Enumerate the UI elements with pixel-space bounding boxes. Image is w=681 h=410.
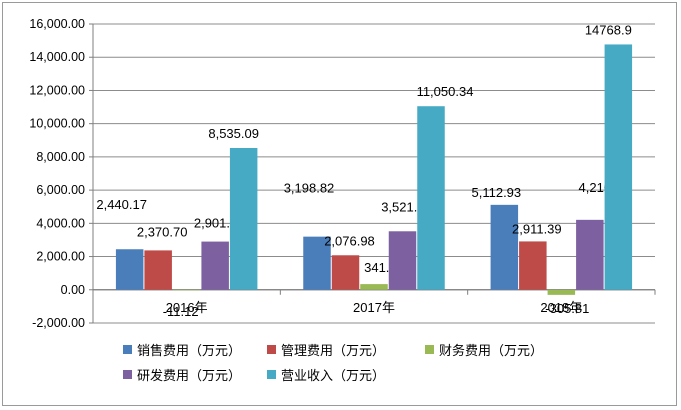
data-label: 2,911.39 [512, 221, 562, 236]
bar-1-2 [303, 236, 331, 290]
legend-swatch-1 [123, 345, 132, 354]
legend-label-4: 研发费用（万元） [137, 368, 241, 383]
data-label: 8,535.09 [208, 126, 259, 141]
data-label: 2,076.98 [324, 233, 375, 248]
data-label: 2,370.70 [137, 224, 188, 239]
y-tick-label: 0.00 [61, 283, 85, 297]
y-tick-label: 10,000.00 [29, 117, 85, 131]
data-label: -11.12 [163, 304, 199, 319]
data-label: 5,112.93 [472, 185, 522, 200]
bar-2-2 [331, 255, 360, 290]
bar-1-1 [115, 249, 144, 290]
bar-2-1 [144, 250, 172, 290]
bar-1-3 [490, 204, 519, 290]
y-tick-label: 4,000.00 [36, 216, 85, 230]
data-label: 2,440.17 [96, 197, 147, 212]
bar-5-1 [229, 148, 258, 290]
data-label: 3,198.82 [284, 181, 335, 196]
data-label: -305.81 [545, 301, 589, 316]
chart-frame [2, 2, 677, 406]
bar-3-1 [172, 289, 201, 291]
bar-4-1 [201, 241, 229, 290]
legend-label-1: 销售费用（万元） [137, 343, 241, 358]
y-tick-label: 14,000.00 [29, 50, 85, 64]
data-label: 11,050.34 [417, 84, 474, 99]
y-tick-label: 16,000.00 [29, 17, 85, 31]
bar-3-3 [547, 289, 576, 295]
x-tick-label: 2016年 [166, 300, 208, 315]
y-tick-label: 12,000.00 [29, 83, 85, 97]
bar-4-3 [576, 219, 604, 290]
bar-5-2 [417, 106, 445, 290]
bar-2-3 [519, 241, 547, 290]
bar-3-2 [360, 284, 388, 290]
x-tick-label: 2017年 [353, 300, 395, 315]
y-tick-label: 6,000.00 [36, 183, 85, 197]
legend-swatch-5 [267, 370, 276, 379]
legend-swatch-4 [123, 370, 132, 379]
bar-5-3 [604, 44, 633, 290]
y-tick-label: -2,000.00 [32, 316, 85, 330]
data-label: 14768.9 [585, 22, 632, 37]
bar-4-2 [388, 231, 417, 290]
y-tick-label: 2,000.00 [36, 250, 85, 264]
y-tick-label: 8,000.00 [36, 150, 85, 164]
legend-label-5: 营业收入（万元） [281, 368, 385, 383]
legend-label-3: 财务费用（万元） [439, 343, 543, 358]
legend-swatch-2 [267, 345, 276, 354]
legend-label-2: 管理费用（万元） [281, 343, 385, 358]
legend-swatch-3 [425, 345, 434, 354]
x-tick-label: 2018年 [540, 300, 582, 315]
